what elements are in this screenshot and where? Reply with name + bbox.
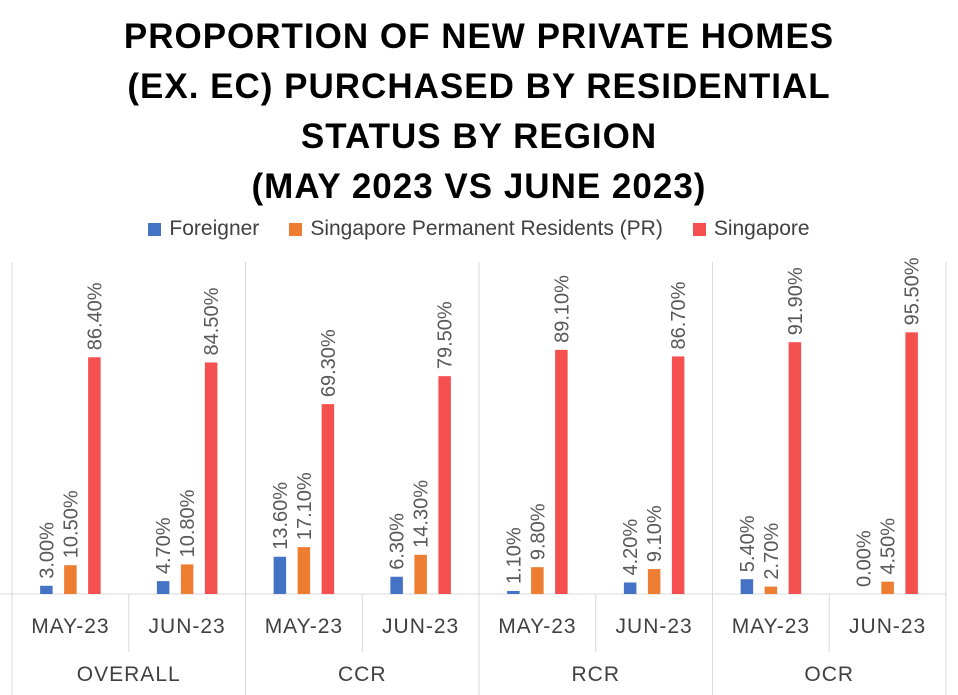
data-label-singapore-permanent-residents-pr: 9.10% [644,505,666,562]
x-tick-label-month: JUN-23 [382,615,459,638]
bar-singapore-ccr-may-23 [321,404,335,594]
data-label-foreigner: 5.40% [737,515,759,572]
legend-item-foreigner: Foreigner [148,217,259,241]
bar-singapore-ocr-jun-23 [905,332,918,594]
data-label-singapore-permanent-residents-pr: 17.10% [294,472,316,540]
bar-singapore-permanent-residents-pr-rcr-may-23 [531,567,544,594]
bar-singapore-ocr-may-23 [788,342,802,594]
data-label-singapore: 86.70% [668,281,690,349]
data-label-singapore-permanent-residents-pr: 9.80% [527,503,549,560]
data-label-singapore: 89.10% [551,275,573,343]
bar-singapore-permanent-residents-pr-overall-jun-23 [180,564,194,594]
legend-label-pr: Singapore Permanent Residents (PR) [310,217,663,240]
legend-swatch-singapore [692,222,706,236]
data-label-foreigner: 0.00% [854,530,876,587]
data-label-singapore: 84.50% [201,287,223,355]
legend-swatch-pr [289,222,303,236]
x-tick-label-region: OVERALL [77,663,181,686]
bar-singapore-permanent-residents-pr-ocr-may-23 [764,586,778,594]
data-label-foreigner: 4.70% [153,517,175,574]
data-label-singapore-permanent-residents-pr: 4.50% [878,518,900,575]
legend-item-singapore: Singapore [692,217,810,241]
data-label-singapore-permanent-residents-pr: 2.70% [761,523,783,580]
chart-title-line-4: (MAY 2023 VS JUNE 2023) [251,167,707,206]
data-label-singapore-permanent-residents-pr: 10.50% [60,490,82,558]
bar-singapore-permanent-residents-pr-ocr-jun-23 [881,581,894,594]
chart-title-line-3: STATUS BY REGION [300,117,658,156]
data-label-foreigner: 3.00% [36,522,58,579]
data-label-singapore: 91.90% [785,267,807,335]
bar-foreigner-ccr-jun-23 [390,576,403,594]
bar-singapore-permanent-residents-pr-rcr-jun-23 [647,569,661,594]
bar-foreigner-rcr-jun-23 [623,582,637,594]
bar-foreigner-overall-may-23 [40,585,53,594]
bar-singapore-rcr-may-23 [555,349,568,594]
bar-foreigner-ccr-may-23 [273,556,287,594]
bar-singapore-permanent-residents-pr-ccr-may-23 [297,547,311,594]
x-tick-label-month: MAY-23 [732,615,810,638]
bar-singapore-rcr-jun-23 [671,356,685,594]
x-tick-label-month: MAY-23 [265,615,343,638]
x-tick-label-region: RCR [572,663,621,686]
bar-singapore-overall-jun-23 [204,362,218,594]
data-label-foreigner: 13.60% [270,482,292,550]
x-tick-label-region: CCR [338,663,387,686]
legend-item-pr: Singapore Permanent Residents (PR) [289,217,663,241]
chart-title-line-2: (EX. EC) PURCHASED BY RESIDENTIAL [127,67,831,106]
bar-foreigner-ocr-may-23 [740,579,754,594]
x-tick-label-month: MAY-23 [498,615,576,638]
data-label-singapore: 79.50% [435,301,457,369]
x-tick-label-month: MAY-23 [31,615,109,638]
data-label-singapore: 95.50% [902,257,924,325]
bar-foreigner-rcr-may-23 [507,590,520,594]
data-label-foreigner: 1.10% [503,527,525,584]
x-tick-label-month: JUN-23 [616,615,693,638]
chart-title: PROPORTION OF NEW PRIVATE HOMES (EX. EC)… [0,12,958,212]
bar-foreigner-overall-jun-23 [156,581,170,594]
data-label-foreigner: 6.30% [387,513,409,570]
bar-singapore-ccr-jun-23 [438,376,451,594]
data-label-singapore-permanent-residents-pr: 14.30% [411,480,433,548]
x-tick-label-month: JUN-23 [149,615,226,638]
data-label-singapore-permanent-residents-pr: 10.80% [177,489,199,557]
chart-legend: Foreigner Singapore Permanent Residents … [0,215,958,243]
legend-label-singapore: Singapore [713,217,810,240]
data-label-foreigner: 4.20% [620,519,642,576]
chart-title-line-1: PROPORTION OF NEW PRIVATE HOMES [123,17,835,56]
x-tick-label-region: OCR [804,663,854,686]
bar-singapore-overall-may-23 [88,357,101,594]
legend-swatch-foreigner [148,222,162,236]
bar-singapore-permanent-residents-pr-ccr-jun-23 [414,554,427,594]
data-label-singapore: 86.40% [84,282,106,350]
x-tick-label-month: JUN-23 [849,615,926,638]
bar-singapore-permanent-residents-pr-overall-may-23 [64,565,77,594]
legend-label-foreigner: Foreigner [169,217,260,240]
data-label-singapore: 69.30% [318,329,340,397]
